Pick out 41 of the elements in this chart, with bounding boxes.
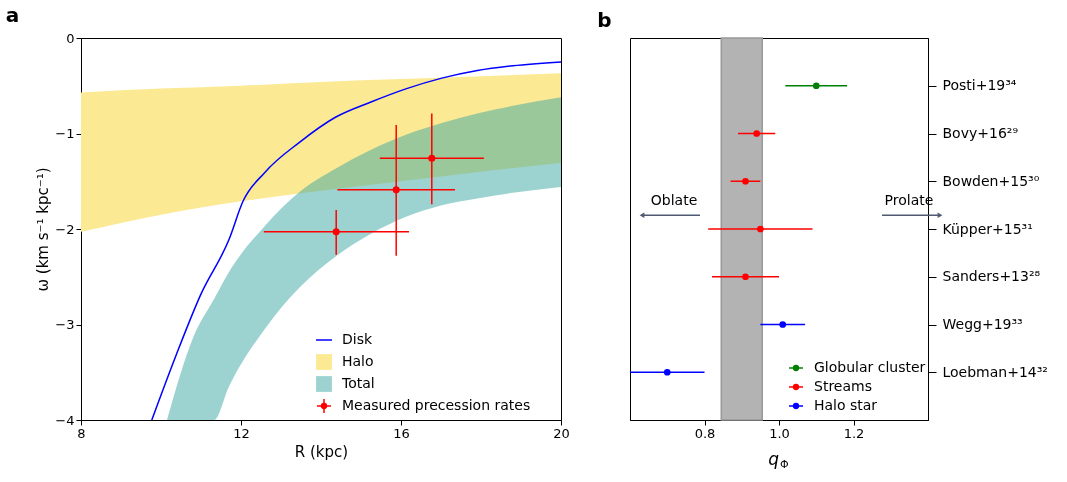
y-tick-label: Sanders+13²⁸ [942, 268, 1041, 285]
chart-title: a [5, 3, 20, 27]
point [742, 273, 749, 281]
x-axis-title: R (kpc) [294, 442, 349, 461]
point [332, 228, 340, 236]
y-tick-label: Loebman+14³² [942, 363, 1048, 380]
y-tick-label: Küpper+15³¹ [942, 220, 1033, 237]
point [812, 82, 820, 90]
point [392, 186, 400, 194]
x-tick-label: 1.0 [769, 425, 790, 441]
y-tick-label: −3 [55, 317, 75, 332]
x-tick-label: 1.2 [843, 425, 865, 441]
point [753, 130, 760, 137]
point [779, 321, 787, 328]
legend-label: Halo [342, 353, 374, 369]
legend-label: Disk [342, 331, 373, 347]
point [757, 225, 764, 233]
x-tick-label: 20 [553, 425, 570, 441]
legend-label: Globular cluster [814, 359, 926, 375]
point [428, 154, 436, 162]
annotation: Oblate [650, 192, 698, 209]
point [742, 177, 749, 185]
y-tick-label: −2 [55, 221, 75, 237]
point [663, 368, 671, 376]
y-tick-label: Bovy+16²⁹ [942, 125, 1019, 141]
legend-label: Streams [814, 378, 872, 394]
y-tick-label: −4 [55, 412, 75, 428]
x-tick-label: 8 [77, 425, 86, 441]
chart-title: b [597, 8, 612, 33]
legend-label: Halo star [814, 397, 878, 413]
y-tick-label: Bowden+15³⁰ [942, 172, 1040, 189]
y-tick-label: −1 [55, 126, 75, 141]
y-tick-label: 0 [66, 30, 75, 46]
legend-label: Measured precession rates [342, 397, 531, 413]
legend-label: Total [341, 375, 375, 391]
y-tick-label: Posti+19³⁴ [942, 77, 1017, 94]
y-tick-label: Wegg+19³³ [942, 316, 1023, 332]
x-tick-label: 12 [233, 425, 250, 441]
x-tick-label: 0.8 [694, 425, 716, 441]
x-tick-label: 16 [393, 425, 410, 441]
y-axis-title: ω (km s⁻¹ kpc⁻¹) [34, 167, 53, 292]
